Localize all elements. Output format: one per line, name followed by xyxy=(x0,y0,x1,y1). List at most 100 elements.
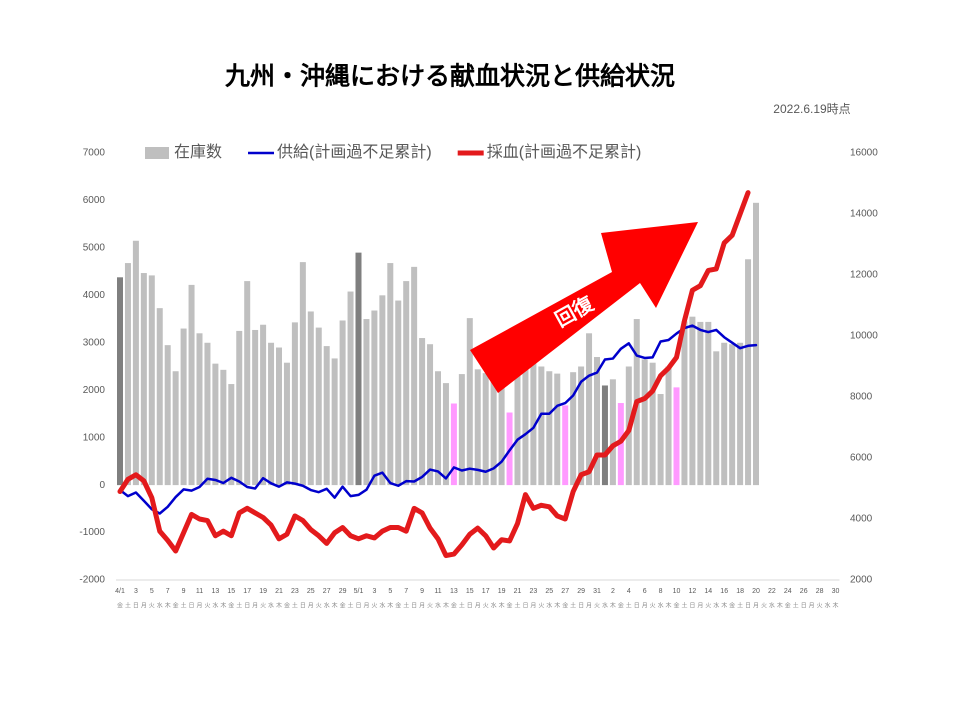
bar xyxy=(355,252,362,486)
bar xyxy=(578,366,585,486)
weekday-label: 金 xyxy=(284,602,290,610)
weekday-label: 火 xyxy=(260,603,266,610)
y2-tick-label: 16000 xyxy=(850,148,878,159)
bar xyxy=(299,262,306,486)
weekday-label: 月 xyxy=(530,603,536,610)
y2-tick-label: 12000 xyxy=(850,270,878,281)
bar xyxy=(323,346,330,486)
weekday-label: 土 xyxy=(514,602,520,610)
bar xyxy=(427,344,434,486)
weekday-label: 水 xyxy=(546,602,552,610)
chart-title: 九州・沖縄における献血状況と供給状況 xyxy=(224,62,675,91)
x-tick-label: 11 xyxy=(196,588,203,595)
bar xyxy=(482,373,489,486)
bar xyxy=(657,394,664,486)
weekday-label: 金 xyxy=(673,602,679,610)
y-tick-label: 4000 xyxy=(83,290,106,301)
weekday-label: 土 xyxy=(236,602,242,610)
weekday-label: 水 xyxy=(491,602,497,610)
bar xyxy=(490,375,497,486)
y-tick-label: -1000 xyxy=(79,527,105,538)
weekday-label: 日 xyxy=(578,603,584,610)
bar xyxy=(307,311,314,486)
bar xyxy=(164,345,171,486)
weekday-label: 金 xyxy=(562,602,568,610)
bar xyxy=(379,295,386,486)
weekday-label: 日 xyxy=(133,603,139,610)
weekday-label: 日 xyxy=(522,603,528,610)
bar xyxy=(729,344,736,486)
weekday-label: 土 xyxy=(681,602,687,610)
weekday-label: 土 xyxy=(459,602,465,610)
y2-tick-label: 8000 xyxy=(850,392,873,403)
weekday-label: 木 xyxy=(610,602,616,610)
bar xyxy=(474,369,481,486)
x-tick-label: 17 xyxy=(482,588,490,595)
x-tick-label: 10 xyxy=(673,588,681,595)
weekday-label: 金 xyxy=(729,602,735,610)
weekday-label: 日 xyxy=(411,603,417,610)
weekday-label: 日 xyxy=(355,603,361,610)
bar xyxy=(291,322,298,486)
weekday-label: 月 xyxy=(809,603,815,610)
x-tick-label: 18 xyxy=(736,588,744,595)
weekday-label: 水 xyxy=(602,602,608,610)
bar xyxy=(498,380,505,486)
bar xyxy=(586,333,593,486)
bar xyxy=(570,372,577,486)
weekday-label: 火 xyxy=(538,603,544,610)
x-tick-label: 7 xyxy=(166,588,170,595)
bar xyxy=(689,316,696,486)
x-tick-label: 9 xyxy=(420,588,424,595)
weekday-label: 木 xyxy=(332,602,338,610)
weekday-label: 月 xyxy=(363,603,369,610)
bar xyxy=(268,342,275,486)
legend-label: 供給(計画過不足累計) xyxy=(277,143,432,161)
bar xyxy=(649,362,656,486)
weekday-label: 火 xyxy=(817,603,823,610)
x-tick-label: 24 xyxy=(784,588,792,595)
x-tick-label: 13 xyxy=(450,588,458,595)
weekday-label: 土 xyxy=(793,602,799,610)
legend-item: 供給(計画過不足累計) xyxy=(248,143,432,161)
y2-tick-label: 2000 xyxy=(850,575,873,586)
y-tick-label: 5000 xyxy=(83,243,106,254)
weekday-label: 火 xyxy=(427,603,433,610)
bar xyxy=(252,329,259,486)
weekday-label: 火 xyxy=(483,603,489,610)
weekday-label: 木 xyxy=(554,602,560,610)
x-tick-label: 19 xyxy=(498,588,506,595)
x-tick-label: 21 xyxy=(275,588,283,595)
x-tick-label: 3 xyxy=(372,588,376,595)
bar xyxy=(172,371,179,486)
bar xyxy=(276,347,282,486)
bar xyxy=(283,362,290,486)
legend-label: 採血(計画過不足累計) xyxy=(487,143,642,161)
weekday-label: 火 xyxy=(594,603,600,610)
x-tick-label: 31 xyxy=(593,588,601,595)
line-series xyxy=(118,324,758,515)
bar xyxy=(546,371,553,486)
bar xyxy=(458,374,465,486)
weekday-label: 金 xyxy=(117,602,123,610)
line-series xyxy=(117,190,751,559)
weekday-label: 月 xyxy=(308,603,314,610)
x-tick-label: 28 xyxy=(816,588,824,595)
bar xyxy=(339,320,346,486)
bar xyxy=(737,342,744,486)
x-tick-label: 6 xyxy=(643,588,647,595)
bar xyxy=(713,351,720,486)
weekday-label: 水 xyxy=(268,602,274,610)
x-tick-label: 4 xyxy=(627,588,631,595)
weekday-label: 土 xyxy=(626,602,632,610)
bar xyxy=(387,263,394,486)
weekday-label: 月 xyxy=(586,603,592,610)
weekday-label: 水 xyxy=(769,602,775,610)
weekday-label: 日 xyxy=(189,603,195,610)
weekday-label: 月 xyxy=(252,603,258,610)
weekday-label: 土 xyxy=(348,602,354,610)
x-tick-label: 20 xyxy=(752,588,760,595)
bar xyxy=(196,333,203,486)
x-tick-label: 17 xyxy=(243,588,251,595)
